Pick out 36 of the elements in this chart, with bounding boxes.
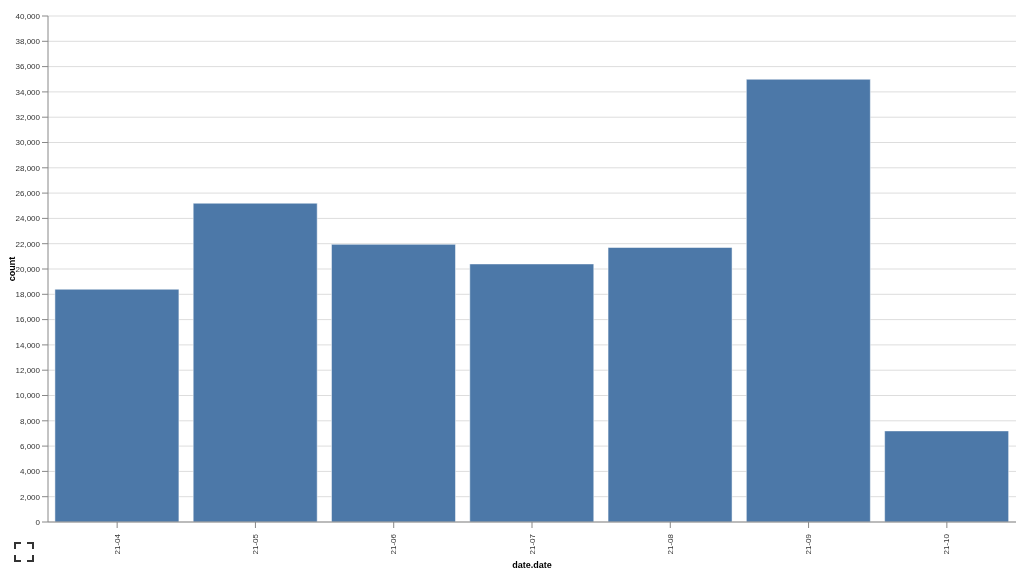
x-tick-label: 21-05: [250, 533, 260, 555]
x-tick-label: 21-06: [389, 533, 399, 555]
bar: [54, 288, 180, 522]
y-tick-label: 34,000: [15, 87, 41, 97]
y-tick-label: 16,000: [15, 315, 41, 325]
x-tick-label: 21-08: [665, 533, 675, 555]
y-tick-label: 28,000: [15, 163, 41, 173]
y-tick-label: 24,000: [15, 214, 41, 224]
y-tick-label: 38,000: [15, 37, 41, 47]
x-axis-title: date.date: [512, 560, 552, 570]
bar: [192, 202, 318, 522]
y-tick-label: 18,000: [15, 290, 41, 300]
x-tick-label: 21-10: [942, 533, 952, 555]
bar: [469, 263, 595, 522]
y-tick-label: 36,000: [15, 62, 41, 72]
y-tick-label: 40,000: [15, 11, 41, 21]
y-tick-label: 4,000: [19, 467, 41, 477]
x-tick-label: 21-04: [112, 533, 122, 555]
bar: [746, 79, 871, 522]
y-tick-label: 14,000: [15, 340, 41, 350]
y-tick-label: 32,000: [15, 113, 41, 123]
y-tick-label: 22,000: [15, 239, 41, 249]
x-tick-label: 21-07: [527, 533, 537, 555]
bar: [884, 430, 1009, 522]
bar: [331, 244, 456, 522]
y-tick-label: 20,000: [15, 264, 41, 274]
y-tick-label: 26,000: [15, 188, 41, 198]
x-tick-label: 21-09: [804, 533, 814, 555]
y-tick-label: 30,000: [15, 138, 41, 148]
y-tick-label: 12,000: [15, 366, 41, 376]
y-tick-label: 2,000: [19, 492, 41, 502]
y-tick-label: 8,000: [19, 416, 41, 426]
y-tick-label: 6,000: [19, 441, 41, 451]
y-tick-label: 0: [35, 517, 41, 527]
bar: [607, 247, 733, 522]
y-tick-label: 10,000: [15, 391, 41, 401]
